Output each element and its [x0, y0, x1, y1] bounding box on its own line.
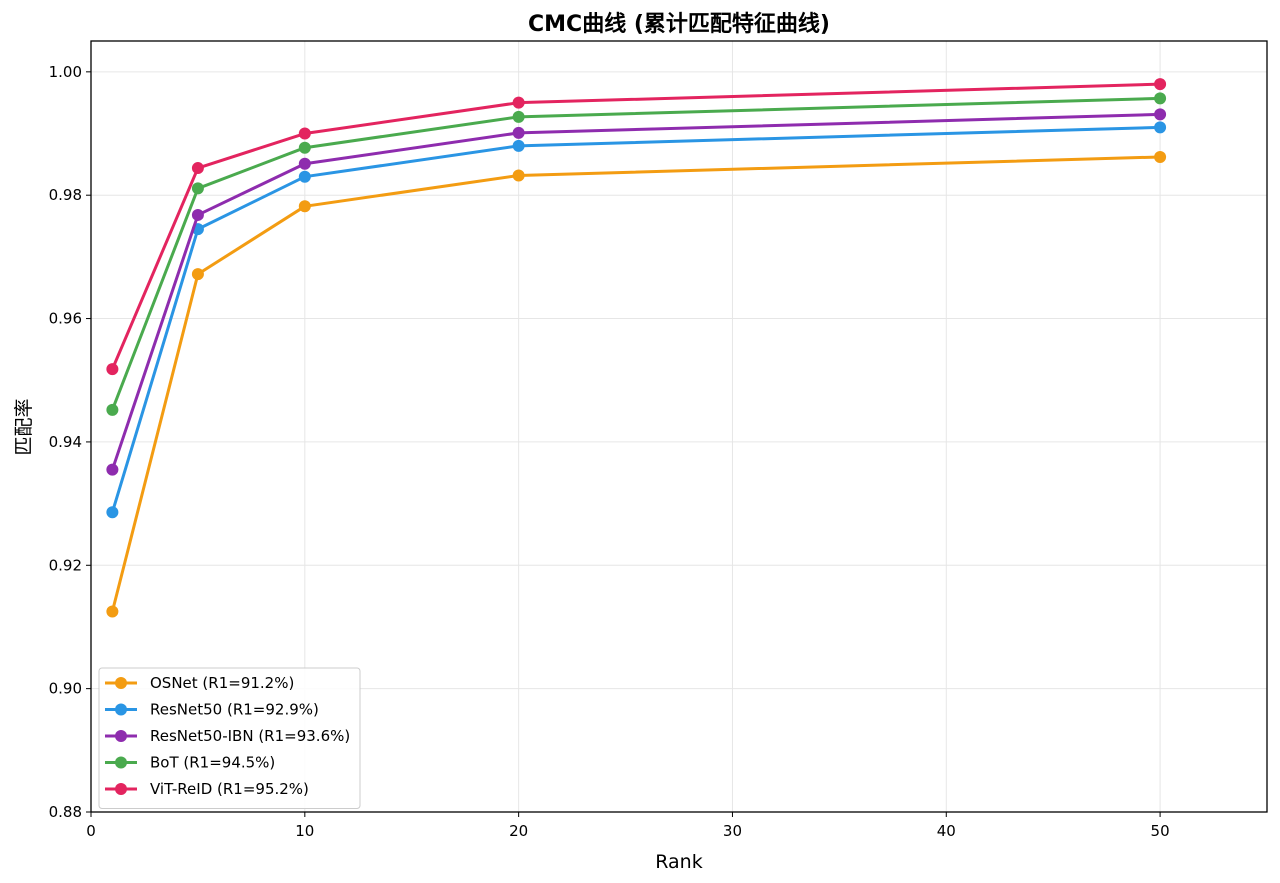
legend-label: ResNet50 (R1=92.9%) — [150, 701, 319, 719]
legend-item: ViT-ReID (R1=95.2%) — [105, 780, 309, 798]
legend-item: OSNet (R1=91.2%) — [105, 674, 294, 692]
legend-marker — [115, 756, 127, 769]
x-tick-label: 0 — [86, 822, 96, 840]
y-tick-label: 0.88 — [49, 803, 82, 821]
series-line — [110, 112, 1162, 472]
grid-lines — [90, 41, 1267, 813]
data-point — [512, 139, 525, 152]
data-point — [512, 169, 525, 182]
data-point — [298, 127, 311, 140]
data-point — [106, 605, 119, 618]
x-tick-label: 50 — [1151, 822, 1170, 840]
legend-marker — [115, 730, 127, 742]
series-5 — [106, 78, 1167, 376]
y-axis-label: 匹配率 — [13, 398, 35, 455]
y-tick-label: 0.90 — [49, 680, 82, 698]
legend-marker — [115, 703, 127, 716]
legend: OSNet (R1=91.2%) ResNet50 (R1=92.9%) ResNe… — [98, 667, 361, 809]
series-3 — [106, 108, 1167, 476]
plot-frame — [90, 40, 1268, 813]
legend-label: OSNet (R1=91.2%) — [150, 674, 294, 692]
data-point — [191, 162, 204, 175]
y-tick-label: 0.92 — [49, 556, 82, 574]
series-2 — [106, 121, 1167, 519]
series-line — [110, 155, 1162, 614]
legend-marker — [115, 783, 127, 795]
y-tick-label: 0.94 — [49, 433, 82, 451]
legend-item: BoT (R1=94.5%) — [105, 754, 275, 772]
data-point — [512, 126, 525, 139]
x-tick-label: 40 — [937, 822, 956, 840]
data-point — [191, 208, 204, 221]
data-point — [106, 506, 119, 519]
x-tick-label: 10 — [295, 822, 314, 840]
series-line — [110, 82, 1162, 371]
legend-label: BoT (R1=94.5%) — [150, 754, 275, 772]
data-point — [1154, 108, 1167, 121]
y-tick-label: 0.98 — [49, 186, 82, 204]
y-tick-label: 0.96 — [49, 310, 82, 328]
data-point — [512, 96, 525, 109]
data-point — [298, 141, 311, 154]
axis-ticks: 0 10 20 30 40 50 0.88 0.90 0.92 0.94 0.96 0.98 1.00 — [49, 63, 1170, 840]
data-point — [1154, 78, 1167, 91]
data-point — [298, 157, 311, 170]
legend-label: ResNet50-IBN (R1=93.6%) — [150, 727, 350, 745]
data-point — [1154, 121, 1167, 134]
legend-marker — [115, 677, 127, 689]
data-point — [106, 463, 119, 476]
y-tick-label: 1.00 — [49, 63, 82, 81]
x-tick-label: 30 — [723, 822, 742, 840]
series-line — [110, 125, 1162, 514]
legend-item: ResNet50-IBN (R1=93.6%) — [105, 727, 350, 745]
data-point — [191, 182, 204, 195]
data-point — [1154, 92, 1167, 105]
data-point — [298, 170, 311, 183]
data-point — [1154, 150, 1167, 163]
data-point — [106, 403, 119, 416]
data-point — [191, 268, 204, 281]
series-4 — [106, 92, 1167, 416]
legend-box — [98, 667, 361, 809]
chart-title: CMC曲线 (累计匹配特征曲线) — [528, 11, 830, 37]
x-axis-label: Rank — [655, 851, 702, 873]
data-point — [298, 200, 311, 213]
legend-item: ResNet50 (R1=92.9%) — [105, 701, 319, 719]
series-1 — [106, 150, 1167, 618]
data-point — [512, 110, 525, 123]
legend-label: ViT-ReID (R1=95.2%) — [150, 780, 309, 798]
data-point — [106, 363, 119, 376]
series-layer — [106, 78, 1167, 618]
x-tick-label: 20 — [509, 822, 528, 840]
